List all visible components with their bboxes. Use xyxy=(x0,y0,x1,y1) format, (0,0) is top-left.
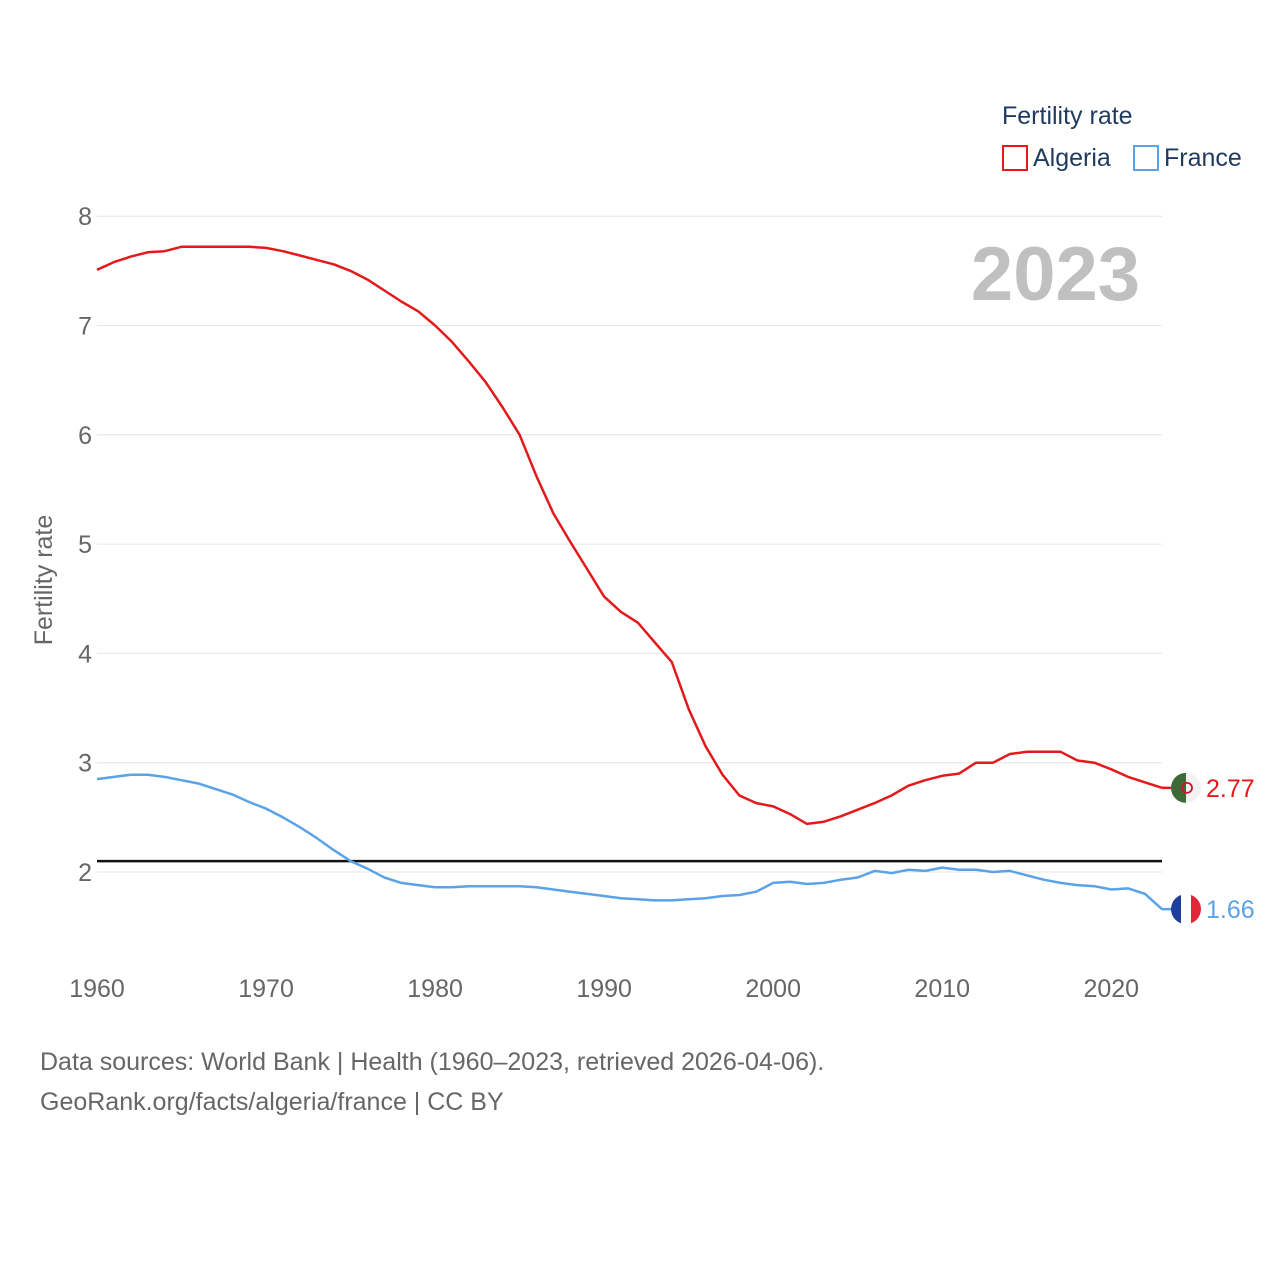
y-axis-label: Fertility rate xyxy=(30,515,58,646)
flag-blue-band xyxy=(1171,894,1181,925)
flag-crescent xyxy=(1181,781,1193,794)
data-sources-text: Data sources: World Bank | Health (1960–… xyxy=(40,1048,825,1076)
end-markers: 2.77 1.66 xyxy=(1162,772,1255,925)
x-axis-ticks: 1960 1970 1980 1990 2000 2010 2020 xyxy=(69,975,1139,1003)
flag-red-band xyxy=(1191,894,1201,925)
y-tick-label-6: 6 xyxy=(78,422,92,450)
x-tick-label-2000: 2000 xyxy=(745,975,801,1003)
y-tick-label-8: 8 xyxy=(78,203,92,231)
france-flag-icon xyxy=(1171,894,1201,925)
y-tick-label-3: 3 xyxy=(78,750,92,778)
end-value-label-algeria: 2.77 xyxy=(1206,775,1255,803)
footer: Data sources: World Bank | Health (1960–… xyxy=(40,1042,824,1122)
x-tick-label-1960: 1960 xyxy=(69,975,125,1003)
legend-title: Fertility rate xyxy=(1002,102,1133,130)
x-tick-label-2020: 2020 xyxy=(1083,975,1139,1003)
series-lines xyxy=(96,245,1163,911)
y-tick-label-7: 7 xyxy=(78,313,92,341)
y-axis-ticks: 2 3 4 5 6 7 8 xyxy=(78,203,92,887)
flag-white-half xyxy=(1186,772,1201,803)
series-line-algeria xyxy=(96,245,1163,826)
series-line-france xyxy=(96,773,1163,911)
credit-link[interactable]: GeoRank.org/facts/algeria/france | CC BY xyxy=(40,1088,504,1116)
legend-label-algeria: Algeria xyxy=(1033,144,1111,172)
legend-label-france: France xyxy=(1164,144,1242,172)
x-tick-label-1980: 1980 xyxy=(407,975,463,1003)
end-value-label-france: 1.66 xyxy=(1206,896,1255,924)
y-tick-label-2: 2 xyxy=(78,859,92,887)
y-tick-label-5: 5 xyxy=(78,531,92,559)
legend-swatch-algeria xyxy=(1002,145,1028,171)
flag-green-half xyxy=(1171,772,1186,803)
legend-item-france[interactable]: France xyxy=(1133,144,1242,172)
flag-white-band xyxy=(1181,894,1191,925)
x-tick-label-1990: 1990 xyxy=(576,975,632,1003)
y-tick-label-4: 4 xyxy=(78,640,92,668)
year-label: 2023 xyxy=(971,232,1140,317)
legend-swatch-france xyxy=(1133,145,1159,171)
legend-item-algeria[interactable]: Algeria xyxy=(1002,144,1111,172)
algeria-flag-icon xyxy=(1171,772,1201,803)
x-tick-label-2010: 2010 xyxy=(914,975,970,1003)
legend: Fertility rate Algeria France xyxy=(1002,102,1242,172)
x-tick-label-1970: 1970 xyxy=(238,975,294,1003)
line-chart: 2 3 4 5 6 7 8 1960 1970 1980 1990 2000 2010 2020 Fer… xyxy=(30,102,1255,1003)
gridlines xyxy=(97,215,1162,873)
